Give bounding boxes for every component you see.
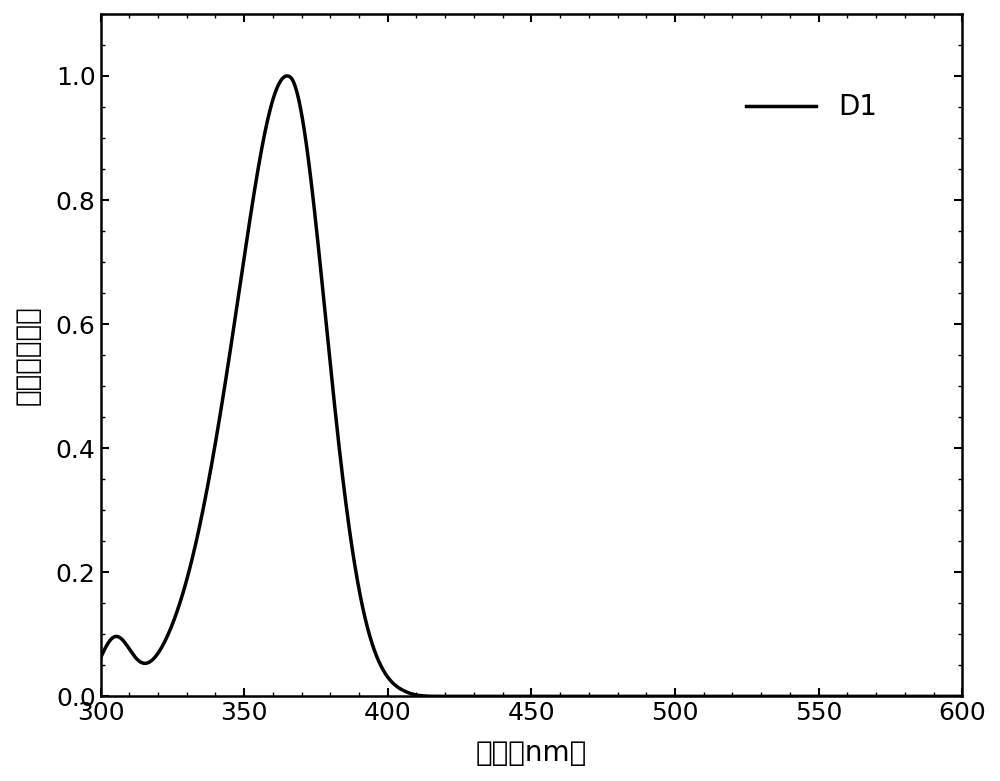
D1 (655, 692, 667, 701)
D1 (95, 654, 107, 663)
D1 (803, 692, 815, 701)
D1 (424, 691, 436, 701)
D1 (738, 692, 750, 701)
Y-axis label: 相对吸收轻度: 相对吸收轻度 (14, 305, 42, 405)
Line: D1: D1 (101, 76, 962, 697)
D1 (251, 170, 263, 180)
D1 (956, 692, 968, 701)
Legend: D1: D1 (735, 82, 888, 133)
X-axis label: 波长（nm）: 波长（nm） (476, 739, 587, 767)
D1 (611, 692, 623, 701)
D1 (281, 71, 293, 80)
